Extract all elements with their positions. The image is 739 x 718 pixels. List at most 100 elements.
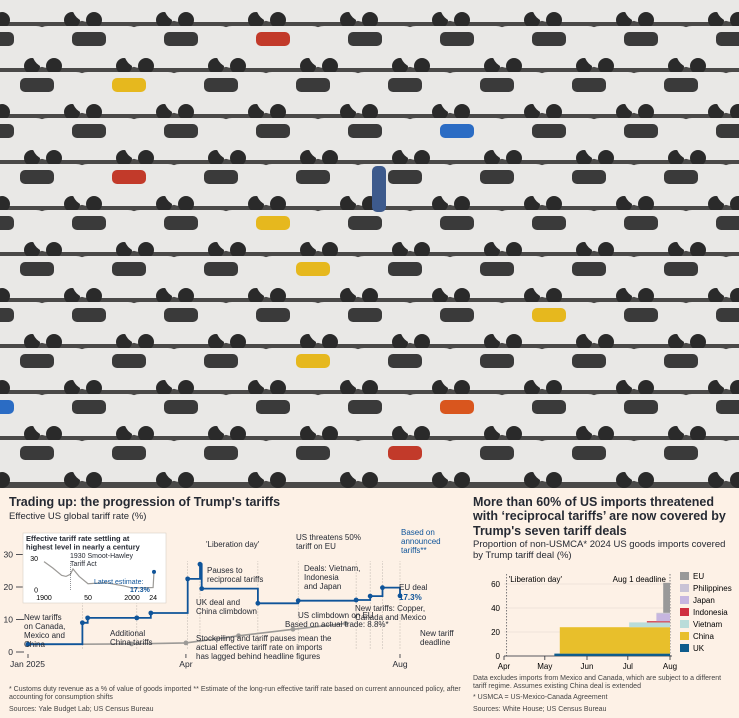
announced-tariffs-point (148, 610, 154, 616)
car-window (572, 354, 606, 368)
car-cover (716, 164, 739, 206)
announced-tariffs-point (185, 576, 191, 582)
car-window (664, 262, 698, 276)
car-cover (624, 256, 736, 298)
car-wheel (638, 380, 654, 396)
car-window (112, 354, 146, 368)
legend-label-philippines: Philippines (693, 584, 732, 593)
car-cover (492, 26, 604, 68)
car-window (72, 308, 106, 322)
car-wheel (690, 150, 706, 166)
inset-y-tick-label: 30 (30, 556, 38, 563)
car-window (624, 308, 658, 322)
car-wheel (138, 242, 154, 258)
inset-tariff-line (43, 561, 155, 589)
car-wheel (178, 12, 194, 28)
car-cover (584, 118, 696, 160)
legend-swatch-philippines (680, 584, 689, 592)
car-wheel (230, 242, 246, 258)
x-tick-label: Apr (498, 662, 511, 671)
car-window (348, 400, 382, 414)
car-window (480, 78, 514, 92)
car-cover (308, 26, 420, 68)
car-wheel (454, 288, 470, 304)
car-wheel (178, 380, 194, 396)
car-window (440, 308, 474, 322)
car-window (0, 216, 14, 230)
y-tick-label: 0 (8, 647, 13, 657)
right-chart-title: More than 60% of US imports threatened w… (473, 495, 726, 538)
car-wheel (86, 472, 102, 488)
annotation-stockpiling-note: Stockpiling and tariff pauses mean the ac… (196, 634, 332, 661)
announced-tariffs-point (397, 593, 403, 599)
car-window (204, 354, 238, 368)
y-tick-label: 10 (4, 615, 14, 625)
area-china (559, 627, 670, 654)
car-window (716, 32, 739, 46)
left-chart-sources: Sources: Yale Budget Lab; US Census Bure… (9, 706, 154, 713)
car-window (440, 216, 474, 230)
actual-trade-point (343, 621, 349, 626)
car-wheel (506, 334, 522, 350)
y-tick-label: 0 (496, 652, 501, 661)
car-window (20, 170, 54, 184)
annotation-deals-vietnam-indonesia-japan: Deals: Vietnam, Indonesia and Japan (304, 564, 360, 591)
announced-tariffs-point (353, 597, 359, 603)
legend-swatch-indonesia (680, 608, 689, 616)
car-window (716, 308, 739, 322)
car-cover (716, 256, 739, 298)
car-cover (624, 348, 736, 390)
car-window (572, 446, 606, 460)
car-cover (492, 118, 604, 160)
inset-y-tick-label: 0 (34, 588, 38, 595)
area-indonesia (646, 621, 670, 623)
car-wheel (86, 104, 102, 120)
car-window (256, 124, 290, 138)
inset-x-tick-label: 2000 (124, 595, 140, 602)
car-cover (400, 26, 512, 68)
inset-x-tick-label: 1900 (36, 595, 52, 602)
car-window (480, 446, 514, 460)
legend-label-vietnam: Vietnam (693, 620, 723, 629)
car-wheel (46, 58, 62, 74)
car-window (256, 216, 290, 230)
car-wheel (0, 196, 10, 212)
car-cover (164, 348, 276, 390)
car-cover (584, 210, 696, 252)
x-tick-label: May (537, 662, 552, 671)
legend-swatch-vietnam (680, 620, 689, 628)
car-wheel (86, 196, 102, 212)
car-wheel (178, 104, 194, 120)
car-wheel (270, 104, 286, 120)
car-wheel (506, 242, 522, 258)
actual-trade-point (183, 640, 189, 646)
car-window (624, 32, 658, 46)
car-wheel (46, 334, 62, 350)
car-window (20, 78, 54, 92)
car-window (624, 216, 658, 230)
worker-figure (372, 166, 386, 212)
car-wheel (506, 150, 522, 166)
car-cover (492, 210, 604, 252)
y-tick-label: 40 (491, 604, 500, 613)
car-cover (492, 302, 604, 344)
legend-label-indonesia: Indonesia (693, 608, 728, 617)
car-window (664, 354, 698, 368)
car-cover (32, 26, 144, 68)
car-window (532, 124, 566, 138)
car-wheel (414, 334, 430, 350)
announced-tariffs-point (295, 598, 301, 604)
car-window (716, 124, 739, 138)
inset-smoot-hawley-label: 1930 Smoot-Hawley Tariff Act (70, 553, 134, 568)
right-chart-note: Data excludes imports from Mexico and Ca… (473, 675, 722, 691)
inset-x-tick-label: 50 (84, 595, 92, 602)
annotation-uk-deal-china-climbdown: UK deal and China climbdown (196, 598, 257, 616)
car-cover (32, 210, 144, 252)
car-wheel (690, 334, 706, 350)
car-window (572, 170, 606, 184)
car-cover (532, 440, 644, 482)
car-window (440, 124, 474, 138)
car-wheel (546, 196, 562, 212)
car-cover (124, 394, 236, 436)
car-cover (124, 118, 236, 160)
